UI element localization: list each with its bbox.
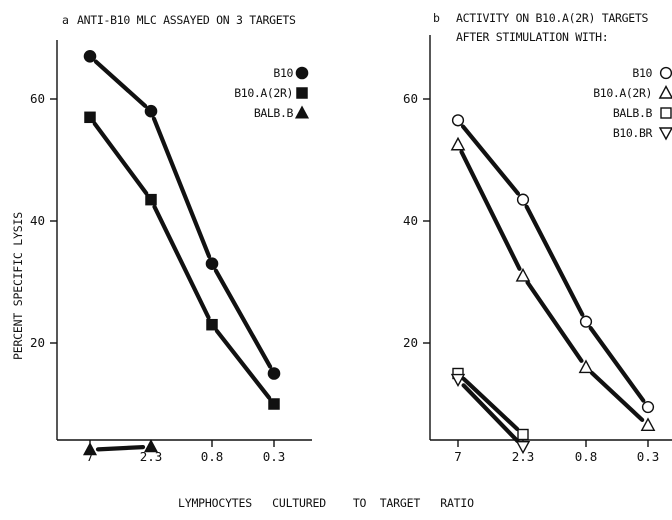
panel-a-b10-a-2r-point xyxy=(84,111,96,124)
panel-a-b10-a-2r-line xyxy=(214,328,272,400)
panel-b-legend-label: B10.A(2R) xyxy=(593,86,652,100)
panel-a-y-tick-label: 20 xyxy=(30,335,45,350)
panel-b-legend-label: BALB.B xyxy=(613,106,653,120)
panel-b-y-tick-label: 20 xyxy=(403,335,418,350)
panel-b-b10-line xyxy=(588,326,646,403)
panel-b-title-line2: AFTER STIMULATION WITH: xyxy=(456,30,608,44)
panel-a-x-tick-label: 2.3 xyxy=(140,449,163,464)
panel-b-b10-a-2r-point xyxy=(515,267,531,282)
shared-x-axis-label: LYMPHOCYTES CULTURED TO TARGET RATIO xyxy=(178,496,474,510)
panel-b-legend-label: B10 xyxy=(632,66,652,80)
panel-a-b10-a-2r-line xyxy=(92,121,149,196)
panel-b-b10-a-2r-line xyxy=(589,370,645,422)
panel-a-b10-line xyxy=(151,116,212,259)
panel-a-x-tick-label: 0.8 xyxy=(201,449,224,464)
panel-b-y-tick-label: 40 xyxy=(403,213,418,228)
panel-a-b10-line xyxy=(93,59,148,108)
panel-a-y-tick-label: 60 xyxy=(30,91,45,106)
panel-b-legend-marker xyxy=(658,85,672,99)
panel-a-legend-label: BALB.B xyxy=(254,106,294,120)
panel-b-b10-br-point xyxy=(515,441,531,455)
panel-b-balb-b-point xyxy=(517,428,529,441)
panel-b-b10-br-line xyxy=(461,383,520,444)
panel-b-b10-point xyxy=(451,114,465,127)
panel-a-legend-marker xyxy=(296,87,308,99)
panel-b-x-tick-label: 2.3 xyxy=(512,449,535,464)
panel-a-title: ANTI-B10 MLC ASSAYED ON 3 TARGETS xyxy=(77,13,296,27)
panel-b-balb-b-line xyxy=(461,376,520,432)
panel-b: b ACTIVITY ON B10.A(2R) TARGETS AFTER ST… xyxy=(403,11,672,464)
panel-b-b10-a-2r-line xyxy=(459,149,522,271)
panel-b-legend-label: B10.BR xyxy=(613,126,653,140)
panel-b-legend-marker xyxy=(660,107,672,119)
panel-a-balb-b-point xyxy=(82,442,98,456)
panel-b-b10-a-2r-point xyxy=(450,136,466,151)
panel-a-y-tick-label: 40 xyxy=(30,213,45,228)
panel-a-legend-marker xyxy=(294,105,310,119)
panel-a-letter: a xyxy=(62,13,69,27)
panel-a-b10-a-2r-point xyxy=(206,318,218,331)
panel-b-b10-point xyxy=(641,400,655,414)
panel-a-x-tick-label: 7 xyxy=(86,449,94,464)
panel-b-x-tick-label: 0.3 xyxy=(637,449,660,464)
panel-a-x-tick-label: 0.3 xyxy=(263,449,286,464)
panel-a-legend-label: B10.A(2R) xyxy=(234,86,293,100)
panel-a-b10-line xyxy=(213,268,273,369)
panel-a-balb-b-line xyxy=(95,444,146,452)
panel-b-b10-line xyxy=(460,124,521,196)
panel-a: a ANTI-B10 MLC ASSAYED ON 3 TARGETS PERC… xyxy=(11,13,312,464)
panel-b-x-tick-label: 0.8 xyxy=(575,449,598,464)
panel-b-b10-br-point xyxy=(450,373,466,388)
panel-a-legend-marker xyxy=(295,66,309,80)
panel-a-legend-label: B10 xyxy=(273,66,293,80)
panel-a-b10-point xyxy=(267,367,281,380)
panel-a-b10-a-2r-line xyxy=(152,204,211,320)
panel-a-b10-a-2r-point xyxy=(268,398,280,410)
panel-b-b10-point xyxy=(516,193,530,206)
panel-a-balb-b-point xyxy=(143,439,159,453)
panel-a-b10-point xyxy=(144,104,158,118)
panel-b-b10-line xyxy=(524,204,585,317)
panel-a-b10-point xyxy=(205,257,219,271)
panel-b-legend-marker xyxy=(658,127,672,141)
panel-b-letter: b xyxy=(433,11,440,25)
y-axis-label: PERCENT SPECIFIC LYSIS xyxy=(11,212,25,360)
panel-b-title: ACTIVITY ON B10.A(2R) TARGETS xyxy=(456,11,648,25)
panel-a-b10-point xyxy=(83,50,97,63)
panel-b-b10-a-2r-point xyxy=(578,359,594,374)
panel-b-x-tick-label: 7 xyxy=(454,449,462,464)
panel-b-b10-a-2r-point xyxy=(640,417,656,432)
panel-b-b10-a-2r-line xyxy=(525,280,584,363)
panel-b-b10-point xyxy=(579,315,593,328)
panel-a-b10-a-2r-point xyxy=(145,193,157,206)
panel-b-y-tick-label: 60 xyxy=(403,91,418,106)
panel-b-legend-marker xyxy=(659,66,672,80)
